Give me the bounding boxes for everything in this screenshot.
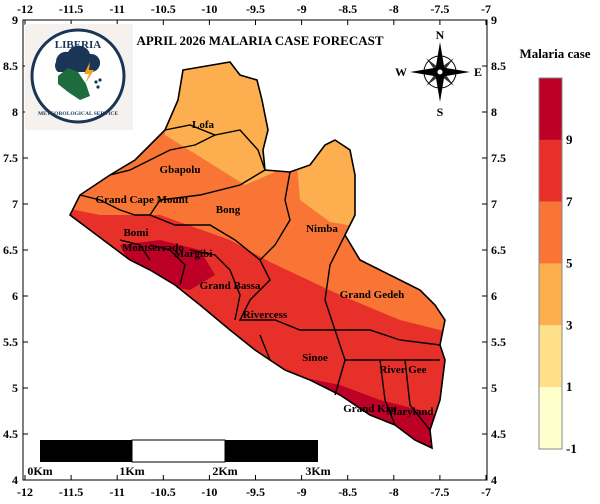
county-label: Margibi	[174, 248, 213, 260]
y-tick-label: 6.5	[3, 243, 18, 257]
legend-swatch	[539, 263, 562, 326]
x-tick-label: -12	[17, 2, 33, 16]
x-tick-label: -7	[481, 2, 491, 16]
county-label: Bong	[216, 204, 241, 216]
x-tick-label: -10.5	[151, 2, 176, 16]
legend-label: 1	[566, 379, 573, 394]
legend-swatch	[539, 201, 562, 264]
compass-rose-icon: N S E W	[395, 28, 482, 119]
county-label: Grand Gedeh	[340, 289, 404, 301]
zone-9-plus-margibi	[120, 240, 215, 290]
x-tick-label: -11	[110, 2, 125, 16]
legend-label: -1	[566, 441, 577, 456]
y-tick-label: 6	[12, 289, 18, 303]
x-tick-label: -8.5	[338, 2, 357, 16]
y-tick-label: 7	[12, 197, 18, 211]
county-label: Grand Kru	[343, 403, 396, 415]
y-tick-label: 5	[491, 381, 497, 395]
legend-label: 5	[566, 256, 573, 271]
scale-label: 1Km	[119, 464, 144, 478]
x-tick-label: -8	[389, 485, 399, 499]
y-tick-label: 4.5	[3, 427, 18, 441]
x-tick-label: -10	[201, 485, 217, 499]
y-tick-label: 5.5	[3, 335, 18, 349]
compass-w: W	[395, 65, 407, 79]
compass-s: S	[437, 105, 444, 119]
county-label: Maryland	[386, 406, 433, 418]
liberia-shape-icon	[58, 68, 90, 100]
y-tick-label: 7	[491, 197, 497, 211]
x-tick-label: -7.5	[430, 2, 449, 16]
x-tick-label: -10	[201, 2, 217, 16]
y-tick-label: 8	[491, 105, 497, 119]
y-tick-label: 7.5	[3, 151, 18, 165]
x-tick-label: -8.5	[338, 485, 357, 499]
y-tick-label: 9	[491, 13, 497, 27]
county-label: Sinoe	[302, 352, 328, 364]
x-tick-label: -7.5	[430, 485, 449, 499]
legend-swatch	[539, 387, 562, 449]
x-tick-label: -9	[297, 485, 307, 499]
legend-title: Malaria case	[519, 46, 590, 61]
scale-label: 3Km	[305, 464, 330, 478]
legend-swatch	[539, 325, 562, 388]
county-label: Gbapolu	[160, 164, 201, 176]
legend-swatch	[539, 139, 562, 202]
x-tick-label: -11	[110, 485, 125, 499]
legend-label: 7	[566, 194, 573, 209]
y-tick-label: 7.5	[491, 151, 506, 165]
y-tick-label: 5.5	[491, 335, 506, 349]
county-label: River Gee	[379, 364, 426, 376]
lightning-icon	[84, 62, 94, 84]
scale-bar: 0Km 1Km 2Km 3Km	[27, 439, 331, 478]
county-boundaries	[79, 124, 441, 431]
county-label: Montserrado	[122, 242, 184, 254]
y-tick-label: 9	[12, 13, 18, 27]
y-tick-label: 4.5	[491, 427, 506, 441]
y-tick-label: 5	[12, 381, 18, 395]
scale-label: 2Km	[212, 464, 237, 478]
x-tick-label: -7	[481, 485, 491, 499]
compass-e: E	[474, 65, 482, 79]
county-label: Nimba	[306, 223, 338, 235]
zone-3-5-lofa	[160, 62, 275, 185]
scale-label: 0Km	[27, 464, 52, 478]
y-tick-label: 8.5	[3, 59, 18, 73]
x-tick-label: -11.5	[59, 485, 83, 499]
logo-bottom-text: METEOROLOGICAL SERVICE	[38, 111, 118, 117]
logo-top-text: LIBERIA	[55, 39, 102, 51]
county-label: Grand Cape Mount	[96, 194, 189, 206]
county-label: Bomi	[123, 227, 148, 239]
y-tick-label: 4	[491, 473, 497, 487]
y-tick-label: 8	[12, 105, 18, 119]
legend-label: 9	[566, 132, 573, 147]
x-tick-label: -8	[389, 2, 399, 16]
x-tick-label: -9.5	[246, 2, 265, 16]
x-tick-label: -9	[297, 2, 307, 16]
legend-swatch	[539, 78, 562, 140]
county-label: Lofa	[192, 119, 215, 131]
y-tick-label: 6.5	[491, 243, 506, 257]
x-tick-label: -10.5	[151, 485, 176, 499]
y-tick-label: 6	[491, 289, 497, 303]
logo: LIBERIA METEOROLOGICAL SERVICE	[25, 24, 133, 130]
county-label: Grand Bassa	[200, 280, 261, 292]
legend: Malaria case 9 7 5 3 1 -1	[519, 46, 590, 456]
x-tick-label: -11.5	[59, 2, 83, 16]
y-tick-label: 8.5	[491, 59, 506, 73]
compass-n: N	[436, 28, 445, 42]
x-tick-label: -9.5	[246, 485, 265, 499]
y-tick-label: 4	[12, 473, 18, 487]
map-title: APRIL 2026 MALARIA CASE FORECAST	[136, 33, 383, 48]
county-label: Rivercess	[243, 309, 288, 321]
legend-label: 3	[566, 317, 573, 332]
x-tick-label: -12	[17, 485, 33, 499]
